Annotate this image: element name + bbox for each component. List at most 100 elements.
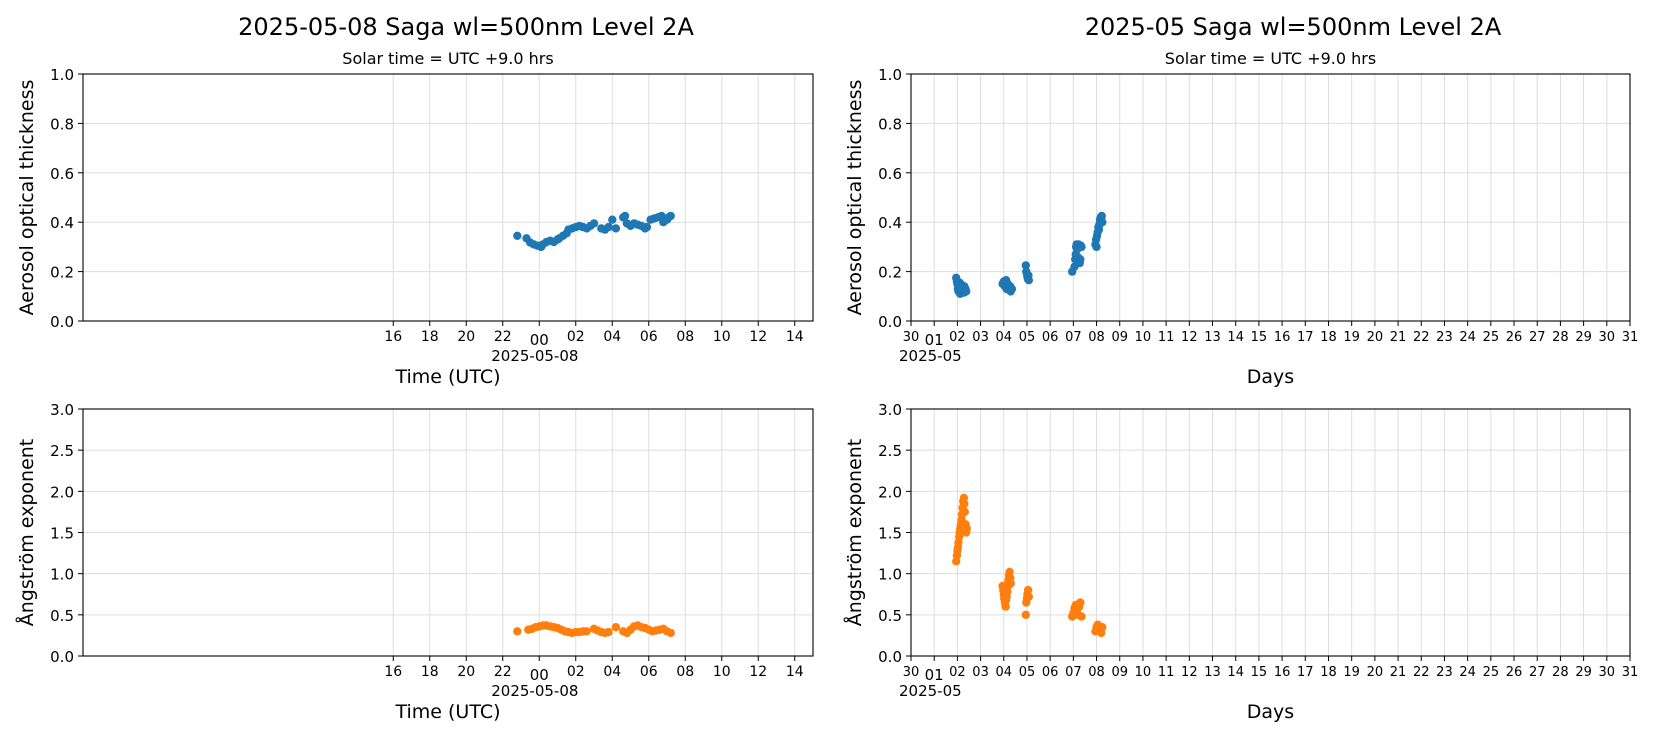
x-tick-label: 25 [1483, 330, 1500, 345]
x-tick-label: 11 [1158, 665, 1175, 680]
x-tick-label: 31 [1622, 330, 1639, 345]
x-tick-label: 02 [949, 665, 966, 680]
y-axis-label: Aerosol optical thickness [16, 80, 38, 316]
x-tick-label: 27 [1529, 665, 1546, 680]
x-tick-label: 20 [457, 664, 475, 680]
x-axis-label: Time (UTC) [394, 366, 500, 388]
x-tick-label: 20 [457, 329, 475, 345]
x-tick-label: 24 [1459, 665, 1476, 680]
date-offset-label: 2025-05 [899, 347, 962, 365]
data-point [513, 231, 522, 240]
y-tick-label: 0.0 [878, 648, 902, 666]
x-tick-label: 07 [1065, 330, 1082, 345]
x-tick-label: 14 [786, 664, 804, 680]
x-tick-label: 17 [1297, 330, 1314, 345]
x-tick-label: 08 [1088, 330, 1105, 345]
x-tick-label: 16 [1274, 665, 1291, 680]
x-tick-label: 04 [996, 330, 1013, 345]
x-tick-label: 06 [1042, 330, 1059, 345]
x-axis-label: Days [1247, 701, 1294, 723]
data-point [1098, 623, 1107, 632]
x-tick-label: 30 [1599, 665, 1616, 680]
data-point [1097, 211, 1106, 221]
x-tick-label: 18 [1320, 330, 1337, 345]
x-tick-label: 02 [567, 329, 585, 345]
x-tick-label: 24 [1459, 330, 1476, 345]
data-point [1024, 592, 1034, 601]
x-tick-label: 22 [494, 329, 512, 345]
x-tick-label: 22 [1413, 665, 1430, 680]
data-point [1092, 242, 1101, 252]
x-tick-label: 04 [603, 329, 621, 345]
y-tick-label: 1.5 [50, 525, 74, 543]
x-tick-label: 14 [1227, 330, 1244, 345]
x-tick-label: 15 [1251, 330, 1268, 345]
subplot-title: Solar time = UTC +9.0 hrs [342, 49, 553, 68]
x-tick-label: 04 [603, 664, 621, 680]
x-tick-label: 26 [1506, 330, 1523, 345]
left-figure-title: 2025-05-08 Saga wl=500nm Level 2A [238, 13, 694, 41]
x-tick-label: 15 [1251, 665, 1268, 680]
y-tick-label: 0.5 [878, 607, 902, 625]
y-tick-label: 0.0 [50, 313, 74, 331]
y-tick-label: 1.5 [878, 525, 902, 543]
y-tick-label: 0.4 [878, 214, 902, 232]
x-tick-label: 12 [749, 664, 767, 680]
x-axis-label: Days [1247, 366, 1294, 388]
x-tick-label: 23 [1436, 330, 1453, 345]
x-tick-label: 25 [1483, 665, 1500, 680]
date-offset-label: 2025-05-08 [491, 682, 578, 700]
data-point [604, 222, 613, 232]
y-tick-label: 0.8 [50, 115, 74, 133]
data-point [1007, 284, 1017, 294]
x-tick-label: 31 [1622, 665, 1639, 680]
x-tick-label: 14 [1227, 665, 1244, 680]
y-tick-label: 0.5 [50, 607, 74, 625]
data-point [1021, 261, 1030, 270]
x-tick-label: 12 [1181, 330, 1198, 345]
x-tick-label: 00 [530, 331, 549, 349]
x-tick-label: 22 [494, 664, 512, 680]
x-tick-label: 04 [996, 665, 1013, 680]
x-tick-label: 06 [1042, 665, 1059, 680]
right-figure-title: 2025-05 Saga wl=500nm Level 2A [1085, 13, 1502, 41]
x-tick-label: 01 [925, 331, 944, 349]
x-tick-label: 13 [1204, 330, 1221, 345]
data-point [1077, 612, 1086, 621]
x-tick-label: 05 [1019, 665, 1036, 680]
data-point [611, 224, 621, 233]
x-tick-label: 18 [421, 664, 439, 680]
monthly-aot-chart: 0.0 0.2 0.4 0.6 0.8 1.0 30 01 02 03 04 05 06 07 08 09 10… [844, 49, 1638, 388]
x-tick-label: 10 [1135, 665, 1152, 680]
x-tick-label: 19 [1343, 330, 1360, 345]
x-tick-label: 02 [949, 330, 966, 345]
data-point [1023, 585, 1033, 595]
x-tick-label: 18 [1320, 665, 1337, 680]
y-tick-label: 3.0 [878, 401, 902, 419]
x-tick-label: 26 [1506, 665, 1523, 680]
x-tick-label: 09 [1111, 330, 1128, 345]
data-point [513, 627, 522, 636]
daily-angstrom-chart: 0.0 0.5 1.0 1.5 2.0 2.5 3.0 16 18 20 22 00 02 04 06 08 1… [15, 401, 814, 723]
y-tick-label: 0.8 [878, 115, 902, 133]
x-tick-label: 16 [384, 664, 402, 680]
x-tick-label: 03 [972, 665, 989, 680]
y-tick-label: 2.0 [50, 483, 74, 501]
y-tick-label: 0.6 [878, 165, 902, 183]
data-point [960, 507, 969, 517]
data-point [604, 627, 613, 637]
x-tick-label: 12 [749, 329, 767, 345]
y-axis-label: Ångström exponent [15, 439, 38, 627]
data-point [1077, 242, 1086, 252]
monthly-angstrom-chart: 0.0 0.5 1.0 1.5 2.0 2.5 3.0 30 01 02 03 04 05 06 07 08 0… [843, 401, 1638, 723]
x-tick-label: 02 [567, 664, 585, 680]
x-tick-label: 21 [1390, 665, 1407, 680]
x-tick-label: 17 [1297, 665, 1314, 680]
x-tick-label: 18 [421, 329, 439, 345]
x-tick-label: 30 [1599, 330, 1616, 345]
x-tick-label: 10 [713, 664, 731, 680]
x-tick-label: 21 [1390, 330, 1407, 345]
y-axis-label: Ångström exponent [843, 439, 866, 627]
x-tick-label: 29 [1575, 330, 1592, 345]
